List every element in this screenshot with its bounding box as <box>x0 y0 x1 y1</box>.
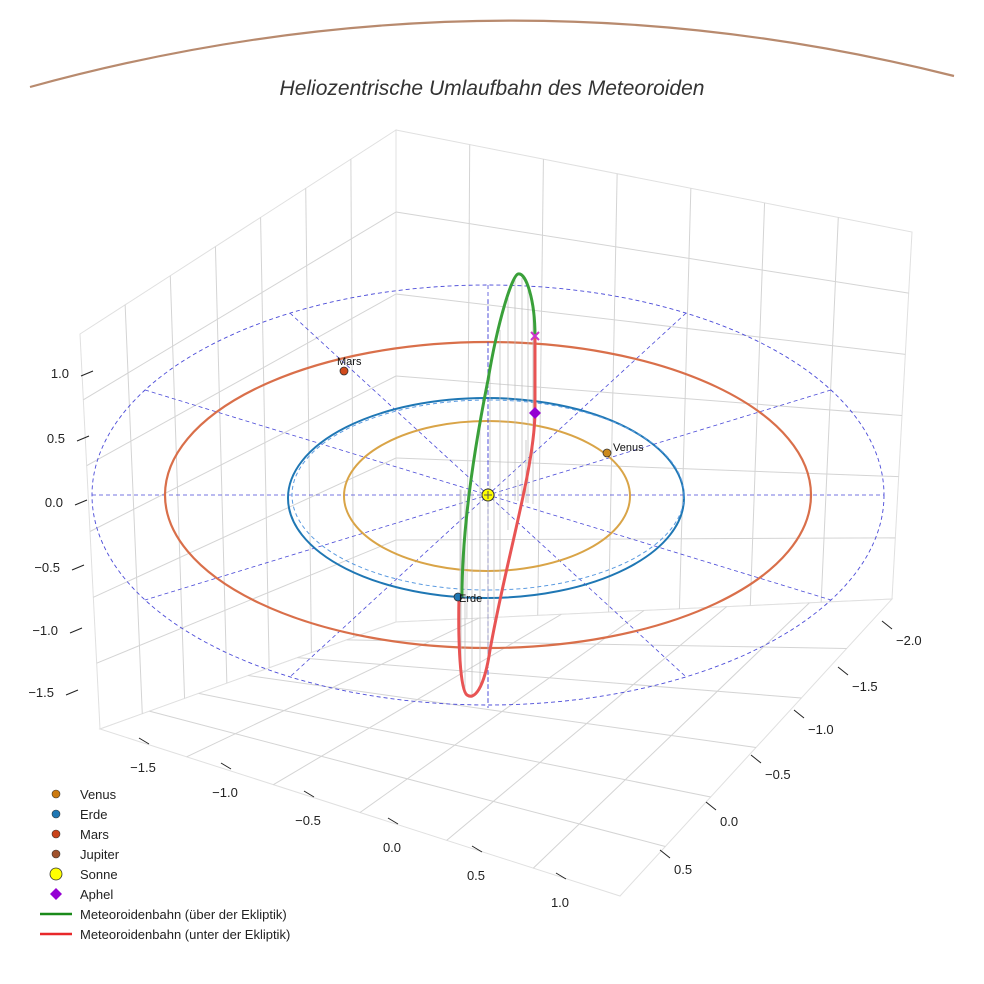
jupiter-orbit <box>29 19 955 89</box>
legend-dot-icon <box>38 844 74 864</box>
grid-lines <box>83 144 909 869</box>
y-tick-label: −1.0 <box>212 785 238 800</box>
z-tick-label: −1.5 <box>28 685 54 700</box>
earth-marker <box>453 592 463 602</box>
mars-marker <box>339 366 349 376</box>
x-tick-label: −1.0 <box>808 722 834 737</box>
y-tick-label: 0.5 <box>467 868 485 883</box>
pane-back <box>395 129 913 623</box>
x-tick-label: −2.0 <box>896 633 922 648</box>
aphelion-marker <box>529 407 541 419</box>
legend-dot-icon <box>38 864 74 884</box>
legend-label: Mars <box>80 826 109 842</box>
y-tick-label: −0.5 <box>295 813 321 828</box>
legend-label: Jupiter <box>80 846 120 862</box>
mars-label: Mars <box>337 356 362 368</box>
earth-orbit-guide <box>291 399 685 591</box>
legend-line-icon <box>38 904 74 924</box>
y-tick-label: −1.5 <box>130 760 156 775</box>
venus-marker <box>602 448 612 458</box>
ascending-node-marker <box>530 331 540 341</box>
z-tick-label: 0.5 <box>47 431 65 446</box>
venus-label: Venus <box>613 442 644 454</box>
z-axis-ticks: 1.0 0.5 0.0 −0.5 −1.0 −1.5 <box>28 366 94 700</box>
meteoroid-orbit-upper <box>460 272 537 598</box>
legend-item: Aphel <box>38 884 290 904</box>
legend-dot-icon <box>38 824 74 844</box>
z-tick-label: −0.5 <box>34 560 60 575</box>
legend-line-icon <box>38 924 74 944</box>
x-axis-ticks: −2.0 −1.5 −1.0 −0.5 0.0 0.5 <box>659 620 922 877</box>
sun-marker <box>481 488 495 502</box>
legend-dot-icon <box>38 804 74 824</box>
legend-label: Venus <box>80 786 117 802</box>
x-tick-label: −0.5 <box>765 767 791 782</box>
legend-item: Erde <box>38 804 290 824</box>
legend-item: Venus <box>38 784 290 804</box>
legend-item: Sonne <box>38 864 290 884</box>
legend-label: Meteoroidenbahn (über der Ekliptik) <box>80 906 287 922</box>
earth-label: Erde <box>459 593 482 605</box>
legend: Venus Erde Mars Jupiter Sonne Aphel Meteoroide… <box>38 784 290 944</box>
legend-item: Meteoroidenbahn (über der Ekliptik) <box>38 904 290 924</box>
legend-label: Meteoroidenbahn (unter der Ekliptik) <box>80 926 291 942</box>
x-tick-label: −1.5 <box>852 679 878 694</box>
legend-diamond-icon <box>38 884 74 904</box>
z-tick-label: 1.0 <box>51 366 69 381</box>
legend-label: Sonne <box>80 866 118 882</box>
meteoroid-orbit-lower <box>457 336 537 698</box>
chart-title: Heliozentrische Umlaufbahn des Meteoroid… <box>280 77 705 100</box>
legend-item: Mars <box>38 824 290 844</box>
legend-item: Jupiter <box>38 844 290 864</box>
z-tick-label: −1.0 <box>32 623 58 638</box>
x-tick-label: 0.0 <box>720 814 738 829</box>
legend-label: Erde <box>80 806 108 822</box>
legend-item: Meteoroidenbahn (unter der Ekliptik) <box>38 924 290 944</box>
y-tick-label: 1.0 <box>551 895 569 910</box>
z-tick-label: 0.0 <box>45 495 63 510</box>
legend-dot-icon <box>38 784 74 804</box>
y-axis-ticks: −1.5 −1.0 −0.5 0.0 0.5 1.0 <box>130 737 569 910</box>
y-tick-label: 0.0 <box>383 840 401 855</box>
x-tick-label: 0.5 <box>674 862 692 877</box>
venus-orbit <box>343 420 631 572</box>
legend-label: Aphel <box>80 886 114 902</box>
